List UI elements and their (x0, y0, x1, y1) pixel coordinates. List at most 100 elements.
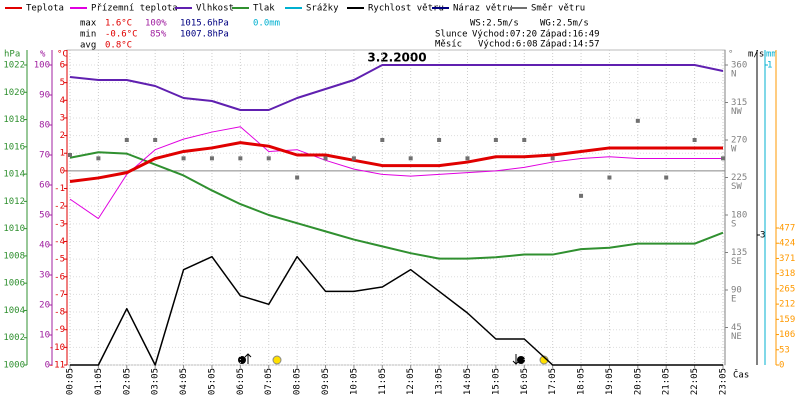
direction-label: S (731, 220, 736, 230)
summary-label: avg (80, 41, 96, 51)
x-tick-label: 22:05 (690, 368, 700, 395)
summary-value: Východ:07:20 (472, 30, 537, 40)
moon-icon (517, 356, 525, 364)
y-tick-label: 0 (60, 166, 65, 176)
marker (380, 138, 385, 142)
series-line (69, 64, 724, 111)
legend-label: Směr větru (531, 4, 585, 14)
summary-value: -0.6°C (105, 30, 138, 40)
marker (635, 118, 640, 123)
y-tick-label: 40 (39, 241, 50, 251)
y-tick-label: -9 (54, 325, 65, 335)
y-tick-label: 212 (779, 300, 795, 310)
summary-value: 1007.8hPa (180, 30, 229, 40)
y-tick-label: 1 (767, 61, 772, 71)
y-tick-label: 1010 (3, 224, 25, 234)
x-tick-label: 21:05 (662, 368, 672, 395)
y-tick-label: 30 (39, 271, 50, 281)
summary-value: 1015.6hPa (180, 19, 229, 29)
legend-label: Náraz větru (453, 4, 513, 14)
y-tick-label: 1008 (3, 251, 25, 261)
marker (153, 138, 158, 142)
x-tick-label: 14:05 (463, 368, 473, 395)
y-tick-label: 424 (779, 239, 795, 249)
summary-value: WG:2.5m/s (540, 19, 589, 29)
summary-label: max (80, 19, 97, 29)
x-tick-label: 05:05 (207, 368, 217, 395)
axis-label: mm (766, 50, 777, 60)
marker (493, 138, 498, 142)
x-tick-label: 01:05 (94, 368, 104, 395)
y-tick-label: -10 (49, 343, 65, 353)
x-tick-label: 00:05 (66, 368, 76, 395)
summary-value: 85% (150, 30, 167, 40)
marker (181, 156, 186, 161)
axis-label: hPa (4, 50, 20, 60)
x-tick-label: 16:05 (520, 368, 530, 395)
marker (664, 175, 669, 180)
legend-label: Teplota (26, 4, 64, 14)
y-tick-label: 1006 (3, 279, 25, 289)
y-tick-label: 315 (731, 98, 747, 108)
summary-value: 1.6°C (105, 19, 132, 29)
x-tick-label: 18:05 (577, 368, 587, 395)
y-tick-label: 2 (60, 131, 65, 141)
x-tick-label: 13:05 (435, 368, 445, 395)
direction-label: SE (731, 257, 742, 267)
moon-icon (238, 356, 246, 364)
y-tick-label: 10 (39, 331, 50, 341)
summary-value: 0.0mm (253, 19, 280, 29)
x-axis-label: Čas (733, 369, 749, 381)
y-tick-label: -6 (54, 272, 65, 282)
axis-label: m/s (748, 50, 764, 60)
x-tick-label: 07:05 (264, 368, 274, 395)
x-tick-label: 23:05 (719, 368, 729, 395)
marker (692, 138, 697, 142)
y-tick-label: 5 (60, 78, 65, 88)
y-tick-label: 1016 (3, 142, 25, 152)
y-tick-label: 0 (45, 361, 50, 371)
direction-label: NE (731, 332, 742, 342)
sun-icon (272, 355, 282, 365)
series-line (70, 255, 723, 366)
y-tick-label: 90 (731, 286, 742, 296)
y-tick-label: 4 (60, 96, 65, 106)
marker (465, 156, 470, 161)
marker (579, 193, 584, 198)
y-tick-label: -3 (54, 219, 65, 229)
marker (550, 156, 555, 161)
marker (323, 156, 328, 161)
summary-value: 100% (145, 19, 167, 29)
y-tick-label: 6 (60, 61, 65, 71)
y-tick-label: 45 (731, 323, 742, 333)
y-tick-label: 1002 (3, 333, 25, 343)
summary-value: Západ:16:49 (540, 30, 600, 40)
y-tick-label: 100 (34, 61, 50, 71)
y-tick-label: 60 (39, 181, 50, 191)
y-tick-label: 270 (731, 136, 747, 146)
series-line (69, 151, 724, 260)
summary-value: Východ:6:08 (478, 40, 538, 50)
y-tick-label: -2 (54, 202, 65, 212)
y-tick-label: -4 (54, 237, 65, 247)
y-tick-label: 0 (779, 361, 784, 371)
legend-label: Přízemní teplota (91, 4, 178, 14)
direction-label: SW (731, 182, 742, 192)
marker (295, 175, 300, 180)
y-tick-label: 477 (779, 224, 795, 234)
summary-label: Slunce (435, 30, 468, 40)
y-tick-label: 371 (779, 254, 795, 264)
summary-value: WS:2.5m/s (470, 19, 519, 29)
marker (408, 156, 413, 161)
legend-label: Srážky (306, 4, 339, 14)
marker (68, 153, 72, 157)
y-tick-label: -8 (54, 308, 65, 318)
direction-label: N (731, 70, 736, 80)
y-tick-label: -1 (54, 184, 65, 194)
direction-label: NW (731, 107, 742, 117)
y-tick-label: 1004 (3, 306, 25, 316)
legend-label: Vlhkost (196, 4, 234, 14)
y-tick-label: 90 (39, 91, 50, 101)
summary-label: min (80, 30, 96, 40)
